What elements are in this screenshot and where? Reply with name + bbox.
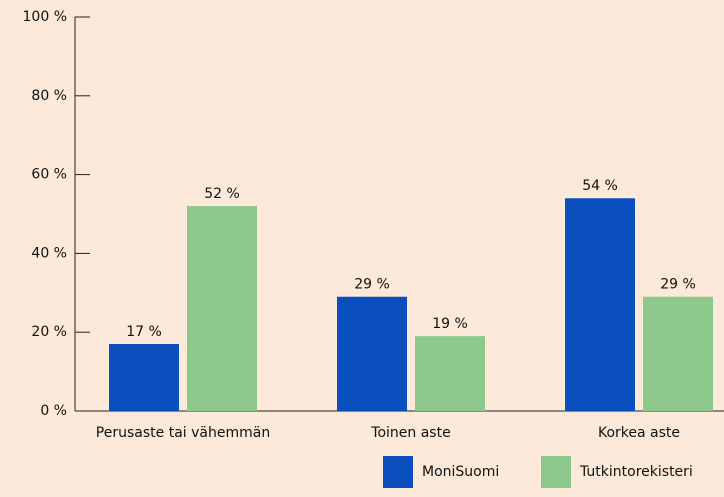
data-label: 29 % — [660, 277, 696, 293]
y-tick-label: 80 % — [31, 88, 67, 104]
legend-swatch — [541, 456, 571, 488]
bar — [109, 344, 179, 411]
y-tick-label: 60 % — [31, 167, 67, 183]
y-tick-label: 20 % — [31, 324, 67, 340]
bar — [415, 336, 485, 411]
x-tick-label: Korkea aste — [598, 425, 680, 441]
data-label: 19 % — [432, 316, 468, 332]
y-tick-label: 40 % — [31, 245, 67, 261]
bar — [187, 206, 257, 411]
bar — [643, 296, 713, 411]
legend-label: MoniSuomi — [422, 464, 499, 480]
y-tick-label: 0 % — [40, 403, 67, 419]
x-tick-label: Perusaste tai vähemmän — [96, 425, 270, 441]
x-tick-label: Toinen aste — [370, 425, 450, 441]
bar — [565, 198, 635, 411]
y-tick-label: 100 % — [23, 9, 67, 25]
bar — [337, 296, 407, 411]
legend-swatch — [383, 456, 413, 488]
data-label: 52 % — [204, 186, 240, 202]
data-label: 29 % — [354, 277, 390, 293]
legend-label: Tutkintorekisteri — [579, 464, 693, 480]
data-label: 54 % — [582, 178, 618, 194]
data-label: 17 % — [126, 324, 162, 340]
